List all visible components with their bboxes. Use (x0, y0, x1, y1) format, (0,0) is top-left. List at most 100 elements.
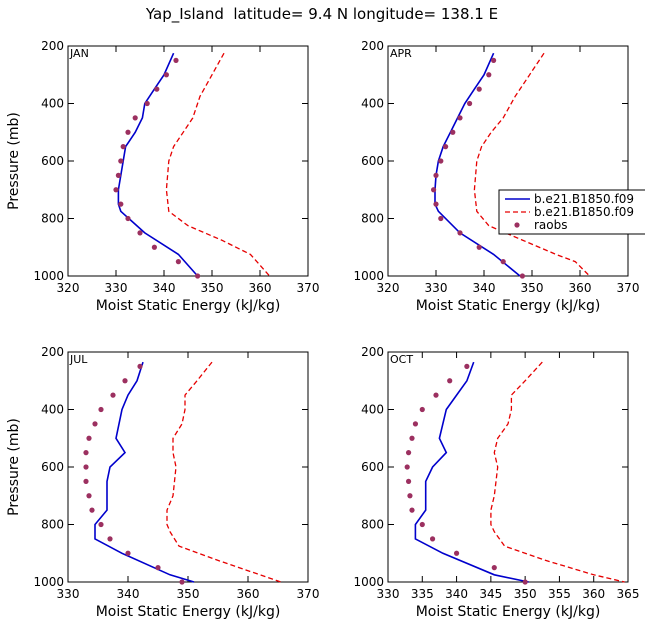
plot-frame-jul (67, 351, 309, 583)
x-axis-label-jul: Moist Static Energy (kJ/kg) (96, 604, 281, 620)
x-tick-label-jan: 360 (249, 281, 272, 295)
raobs-point-jul (83, 450, 89, 456)
raobs-point-oct (412, 421, 419, 427)
raobs-point-oct (464, 363, 470, 369)
raobs-point-jan (113, 187, 119, 193)
raobs-point-jan (125, 129, 131, 135)
y-tick-label-jul: 200 (41, 345, 64, 359)
raobs-point-jan (115, 172, 121, 178)
raobs-point-jan (125, 215, 131, 222)
y-tick-label-jan: 600 (41, 154, 64, 168)
raobs-point-apr (450, 129, 456, 135)
raobs-point-jan (163, 72, 169, 78)
y-tick-label-jan: 800 (41, 212, 64, 226)
x-tick-label-apr: 350 (521, 281, 544, 295)
y-tick-label-oct: 200 (361, 345, 384, 359)
y-axis-label-jul: Pressure (mb) (6, 418, 22, 516)
series-line-solid-jan (117, 52, 199, 277)
raobs-point-jul (83, 478, 89, 484)
raobs-point-jul (98, 406, 104, 413)
y-axis-label-jan: Pressure (mb) (6, 112, 22, 210)
raobs-point-jan (137, 230, 143, 236)
raobs-point-oct (419, 406, 425, 413)
series-line-dashed-jul (166, 361, 282, 583)
x-tick-label-apr: 320 (377, 281, 400, 295)
raobs-point-apr (476, 244, 482, 250)
legend-marker-raobs (514, 222, 520, 228)
y-tick-label-oct: 600 (361, 460, 384, 474)
raobs-point-jul (122, 378, 128, 384)
x-tick-label-jan: 330 (105, 281, 128, 295)
x-tick-label-oct: 340 (445, 587, 468, 601)
y-tick-label-oct: 400 (361, 403, 384, 417)
raobs-point-apr (433, 172, 439, 178)
series-line-dashed-apr (473, 52, 591, 277)
series-line-solid-apr (434, 52, 521, 277)
raobs-point-oct (405, 478, 412, 484)
raobs-point-oct (491, 565, 497, 571)
y-tick-label-apr: 1000 (353, 269, 384, 283)
raobs-point-oct (409, 507, 415, 513)
raobs-point-apr (457, 230, 463, 236)
raobs-point-oct (419, 521, 425, 528)
legend: b.e21.B1850.f09 b.e21.B1850.f09 raobs (498, 189, 645, 235)
y-tick-label-apr: 600 (361, 154, 384, 168)
chart-panels: 320 330 340 350 360 370 200 400 600 800 1000 JAN Moi… (6, 39, 639, 620)
panel-apr: 320 330 340 350 360 370 200 400 600 800 1000 APR Moi… (353, 39, 639, 314)
x-tick-label-oct: 350 (514, 587, 537, 601)
y-tick-label-jan: 200 (41, 39, 64, 53)
x-tick-label-jul: 330 (57, 587, 80, 601)
x-tick-label-jul: 350 (177, 587, 200, 601)
y-tick-label-apr: 400 (361, 97, 384, 111)
raobs-point-apr (433, 201, 439, 207)
x-tick-label-jan: 320 (57, 281, 80, 295)
x-tick-label-oct: 365 (617, 587, 640, 601)
raobs-point-jul (89, 507, 95, 513)
raobs-point-jul (179, 579, 185, 585)
y-tick-label-jan: 1000 (33, 269, 64, 283)
raobs-point-apr (486, 72, 492, 78)
raobs-point-apr (431, 187, 437, 193)
series-line-solid-jul (94, 361, 195, 583)
raobs-point-oct (404, 464, 410, 470)
x-axis-label-jan: Moist Static Energy (kJ/kg) (96, 298, 281, 314)
raobs-point-jan (118, 158, 124, 164)
y-tick-label-jul: 400 (41, 403, 64, 417)
raobs-point-apr (491, 57, 497, 63)
raobs-point-jul (107, 536, 113, 542)
raobs-point-jan (132, 115, 138, 121)
raobs-point-apr (519, 273, 526, 279)
raobs-point-oct (409, 435, 415, 441)
y-tick-label-oct: 1000 (353, 575, 384, 589)
x-tick-label-apr: 340 (473, 281, 496, 295)
raobs-point-oct (429, 536, 436, 542)
raobs-point-jan (154, 86, 160, 92)
legend-label-model-dashed: b.e21.B1850.f09 (534, 205, 634, 219)
raobs-point-jul (92, 421, 98, 427)
raobs-point-jul (125, 550, 131, 556)
x-tick-label-oct: 345 (479, 587, 502, 601)
raobs-point-apr (476, 86, 482, 92)
panel-label-jul: JUL (69, 353, 88, 366)
panel-jan: 320 330 340 350 360 370 200 400 600 800 1000 JAN Moi… (6, 39, 319, 314)
raobs-point-jul (137, 363, 143, 369)
series-line-dashed-jan (165, 52, 271, 277)
raobs-point-jan (173, 57, 179, 63)
panel-oct: 330 335 340 345 350 355 360 365 200 400 600 800 1000… (353, 345, 639, 620)
y-tick-label-jul: 800 (41, 518, 64, 532)
panel-jul: 330 340 350 360 370 200 400 600 800 1000 JUL Moist … (6, 345, 319, 620)
legend-label-model-solid: b.e21.B1850.f09 (534, 192, 634, 206)
legend-label-raobs: raobs (534, 218, 568, 232)
plot-frame-apr (387, 45, 629, 277)
x-tick-label-jan: 370 (297, 281, 320, 295)
x-tick-label-jul: 370 (297, 587, 320, 601)
x-axis-label-oct: Moist Static Energy (kJ/kg) (416, 604, 601, 620)
y-tick-label-jul: 1000 (33, 575, 64, 589)
raobs-point-oct (453, 550, 460, 556)
raobs-point-apr (438, 215, 444, 222)
raobs-point-jul (86, 435, 92, 441)
x-tick-label-jan: 340 (153, 281, 176, 295)
raobs-point-jul (86, 493, 92, 499)
plot-frame-jan (67, 45, 309, 277)
raobs-point-jan (120, 144, 126, 150)
